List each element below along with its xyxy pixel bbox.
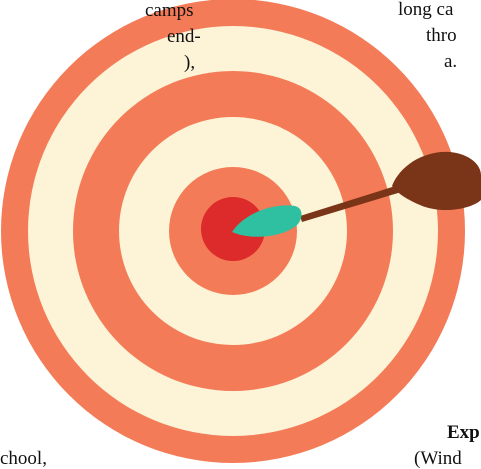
text-fragment: end-: [167, 26, 201, 47]
text-fragment: (Wind: [414, 448, 462, 469]
text-fragment: chool,: [0, 448, 47, 469]
text-fragment: ),: [184, 52, 195, 73]
text-fragment: camps: [145, 0, 194, 21]
text-fragment: long ca: [398, 0, 454, 20]
text-fragment: Exp: [447, 422, 480, 443]
text-fragment: a.: [444, 51, 457, 72]
page: camps end- ), long ca thro a. Exp (Wind …: [0, 0, 481, 469]
text-fragment: thro: [426, 25, 457, 46]
